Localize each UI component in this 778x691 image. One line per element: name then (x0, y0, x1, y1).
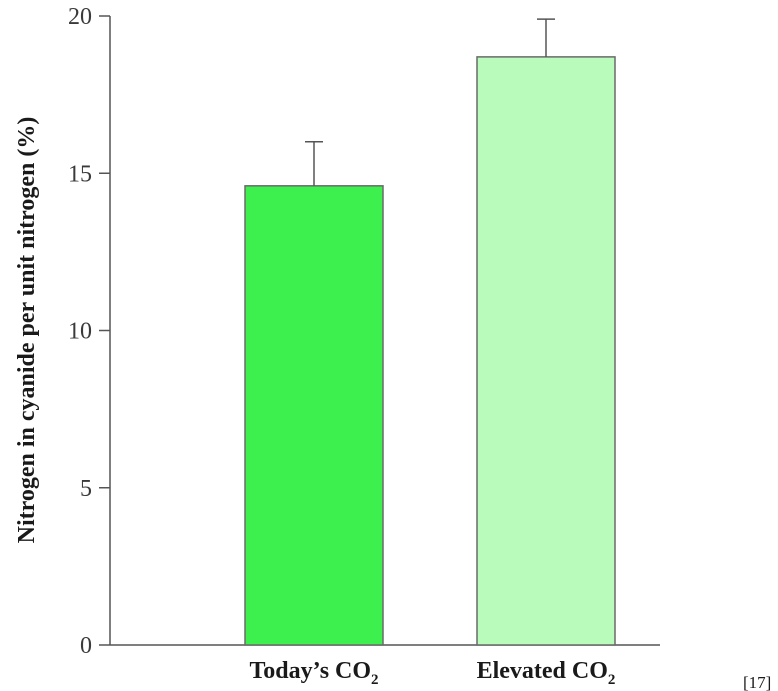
bar (244, 185, 384, 646)
y-tick-label: 15 (68, 161, 92, 187)
category-label: Elevated CO2 (477, 658, 616, 688)
category-label: Today’s CO2 (249, 658, 378, 688)
y-tick-label: 20 (68, 4, 92, 30)
error-bar (537, 18, 555, 57)
y-tick-label: 10 (68, 319, 92, 345)
y-tick-label: 5 (80, 476, 92, 502)
bars (244, 56, 616, 646)
y-axis-title: Nitrogen in cyanide per unit nitrogen (%… (14, 117, 40, 544)
reference-note: [17] (743, 673, 771, 691)
error-bars (305, 18, 555, 186)
y-ticks: 0 5 10 15 20 (68, 4, 110, 659)
bar (476, 56, 616, 646)
y-tick-label: 0 (80, 633, 92, 659)
category-labels: Today’s CO2 Elevated CO2 (249, 658, 615, 688)
error-bar (305, 141, 323, 186)
